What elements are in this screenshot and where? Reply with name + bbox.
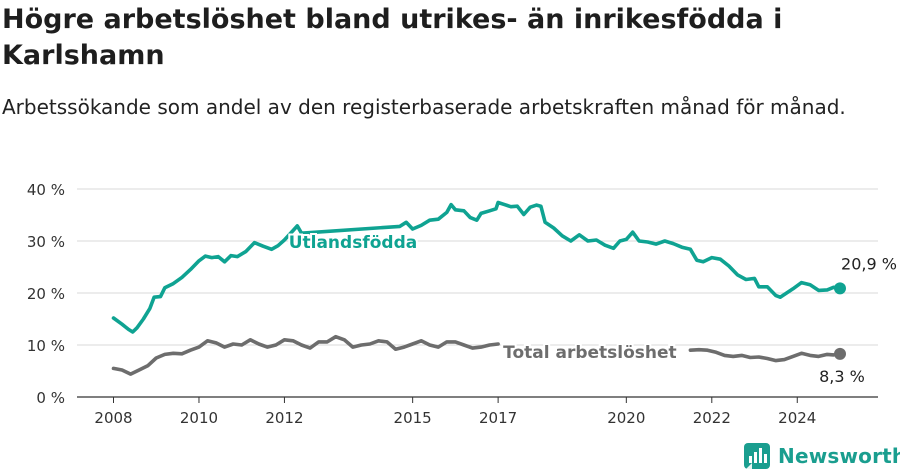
series-line-0: [111, 200, 842, 334]
x-tick-label: 2017: [479, 409, 517, 427]
x-tick-label: 2020: [607, 409, 645, 427]
y-tick-label: 30 %: [27, 233, 65, 251]
end-value-label-total: 8,3 %: [819, 367, 865, 386]
brand-footer: Newsworthy: [744, 440, 900, 472]
series-label-total: Total arbetslöshet: [503, 343, 677, 363]
chart-subtitle: Arbetssökande som andel av den registerb…: [2, 95, 846, 119]
series-line-1: [688, 347, 842, 363]
end-value-label-utlandsfodda: 20,9 %: [841, 254, 897, 273]
brand-name: Newsworthy: [778, 444, 900, 468]
series-line-1: [111, 334, 500, 376]
y-tick-label: 20 %: [27, 285, 65, 303]
x-tick-label: 2015: [394, 409, 432, 427]
chart-title: Högre arbetslöshet bland utrikes- än inr…: [2, 4, 783, 71]
x-tick-label: 2010: [180, 409, 218, 427]
y-tick-label: 10 %: [27, 337, 65, 355]
y-tick-label: 0 %: [36, 389, 65, 407]
series-end-marker-1: [834, 347, 846, 360]
newsworthy-logo-icon: [744, 443, 770, 469]
x-tick-label: 2022: [693, 409, 731, 427]
series-label-utlandsfodda: Utlandsfödda: [289, 233, 418, 253]
series-end-marker-0: [834, 282, 846, 295]
x-tick-label: 2012: [265, 409, 303, 427]
x-tick-label: 2024: [778, 409, 816, 427]
y-tick-label: 40 %: [27, 181, 65, 199]
x-tick-label: 2008: [94, 409, 132, 427]
